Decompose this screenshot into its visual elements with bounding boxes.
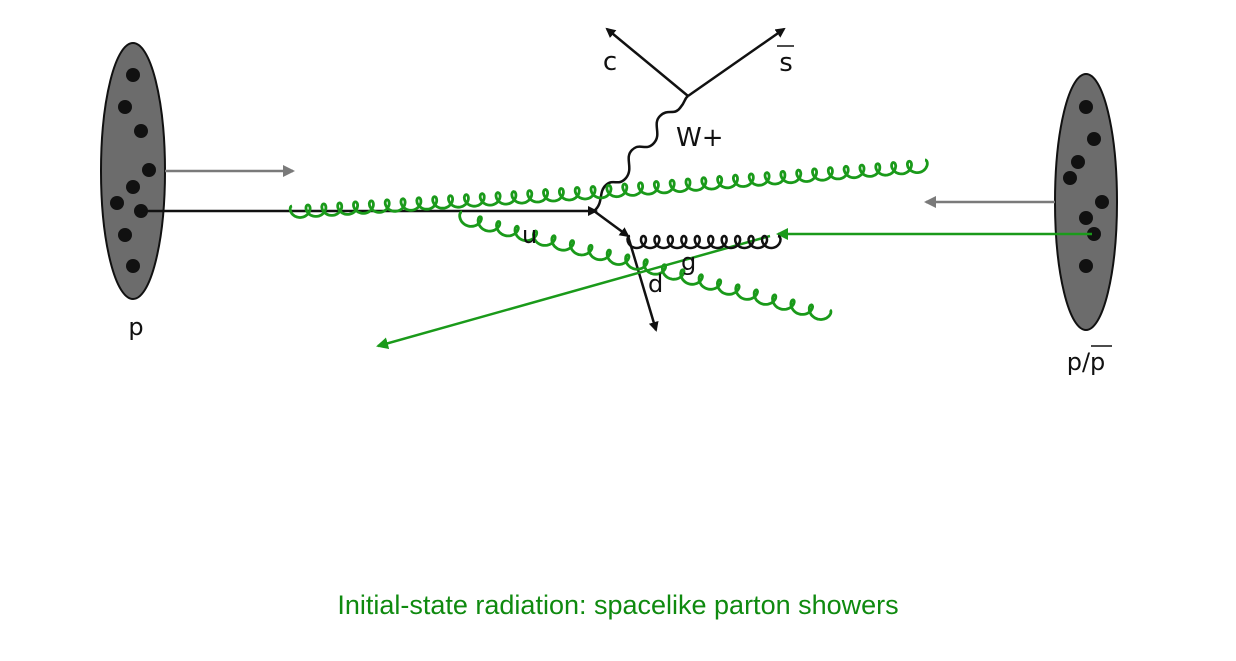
gluon-label: g <box>681 248 696 276</box>
outgoing-green-line <box>376 234 771 350</box>
outgoing-d-quark <box>626 235 659 332</box>
proton-left-label: p <box>128 313 143 341</box>
proton-right-partons <box>1063 100 1109 273</box>
quark-propagator <box>593 209 630 238</box>
strange-bar-label: s <box>777 45 794 78</box>
gluon-green-mid-curl <box>458 210 833 321</box>
charm-label: c <box>603 47 617 77</box>
proton-left-partons <box>110 68 156 273</box>
w-boson-label: W+ <box>676 123 724 153</box>
d-quark-label: d <box>648 270 663 298</box>
charm-quark-line <box>605 27 689 97</box>
gluon-green-long-curl <box>288 158 929 219</box>
svg-text:p/p: p/p <box>1067 348 1106 376</box>
w-boson-line <box>593 95 689 212</box>
proton-right-label: p/p <box>1067 345 1112 376</box>
svg-text:s: s <box>779 48 793 78</box>
strange-antiquark-line <box>687 27 786 98</box>
gluon-black-curl <box>626 234 782 250</box>
u-quark-label: u <box>522 221 537 249</box>
diagram-caption: Initial-state radiation: spacelike parto… <box>337 590 899 620</box>
